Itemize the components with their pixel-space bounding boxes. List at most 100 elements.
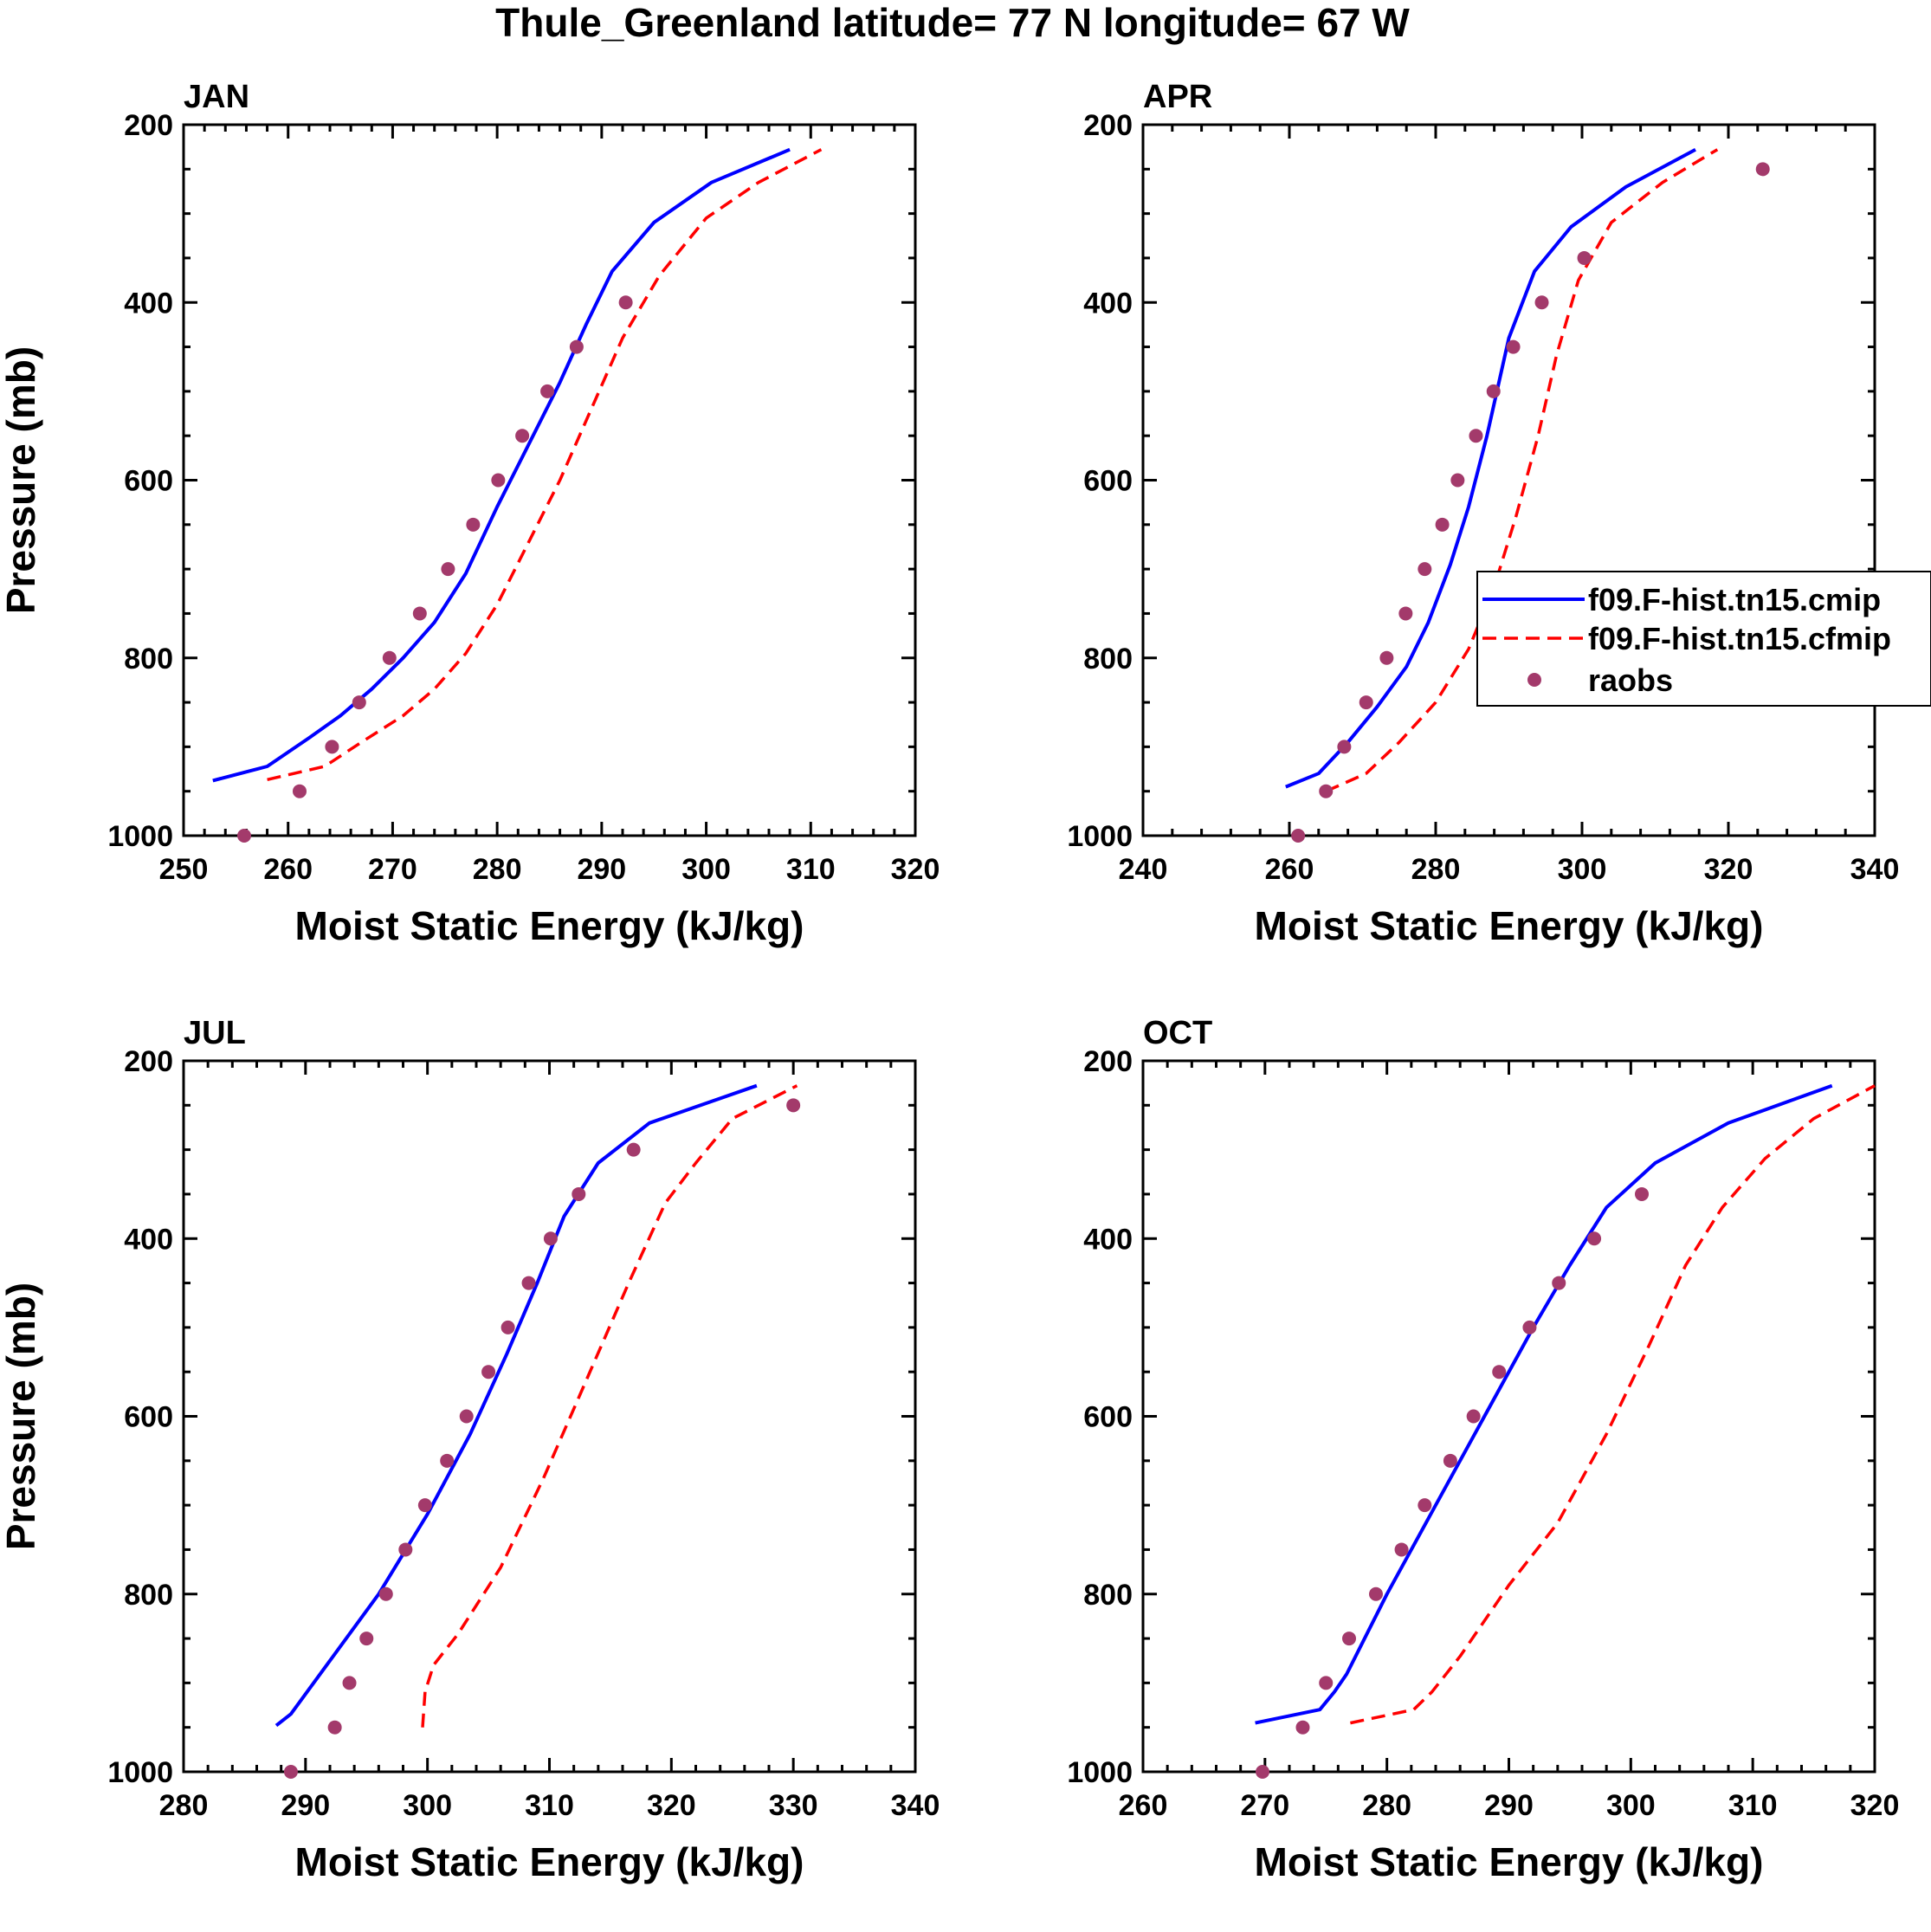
legend-swatch-raobs [1527,673,1541,687]
y-tick-label: 600 [1083,465,1133,498]
x-tick-label: 320 [1850,1789,1900,1822]
y-tick-label: 600 [124,1401,173,1434]
raobs-point [1359,695,1373,710]
x-tick-label: 270 [1240,1789,1289,1822]
legend-label-cfmip: f09.F-hist.tn15.cfmip [1588,621,1891,656]
raobs-point [1534,295,1549,310]
series-line-cfmip [1350,1084,1876,1725]
y-axis-title: Pressure (mb) [0,346,43,614]
x-tick-label: 300 [681,853,731,886]
x-tick-label: 240 [1119,853,1168,886]
x-tick-label: 280 [1362,1789,1411,1822]
x-tick-label: 280 [473,853,522,886]
raobs-point [398,1542,413,1557]
panel-label: APR [1143,79,1212,115]
y-tick-label: 800 [124,1579,173,1612]
x-tick-label: 310 [1728,1789,1778,1822]
raobs-point [378,1586,393,1601]
y-tick-label: 200 [1083,109,1133,142]
raobs-point [325,740,339,754]
x-axis-title: Moist Static Energy (kJ/kg) [295,903,804,948]
raobs-point [515,429,530,443]
raobs-point [572,1186,586,1201]
series-line-cfmip [267,148,823,782]
raobs-point [1492,1365,1507,1380]
y-tick-label: 200 [124,1045,173,1078]
series-line-cfmip [1325,148,1719,793]
x-tick-label: 290 [281,1789,330,1822]
x-tick-label: 340 [891,1789,940,1822]
raobs-point [1469,429,1483,443]
raobs-point [1291,829,1306,843]
raobs-point [501,1320,515,1334]
raobs-point [1368,1586,1383,1601]
raobs-point [327,1720,342,1735]
x-tick-label: 300 [1558,853,1607,886]
panel-apr: APR 240 260 280 300 320 340 200 400 600 800 1000 Moi… [1067,79,1899,948]
x-tick-label: 260 [1119,1789,1168,1822]
figure-title: Thule_Greenland latitude= 77 N longitude… [495,0,1410,45]
raobs-point [352,695,366,710]
raobs-point [618,295,633,310]
raobs-point [1418,562,1432,577]
x-tick-label: 320 [1704,853,1753,886]
plot-frame [182,123,917,837]
raobs-point [1486,384,1501,398]
raobs-point [466,517,481,532]
raobs-point [1587,1231,1602,1246]
panel-label: OCT [1143,1015,1212,1051]
y-tick-label: 400 [1083,287,1133,320]
raobs-point [1337,740,1352,754]
raobs-point [1418,1498,1432,1513]
raobs-point [359,1632,374,1646]
raobs-point [1577,250,1592,265]
y-tick-label: 200 [1083,1045,1133,1078]
series-line-cmip [274,1083,758,1728]
y-tick-label: 1000 [107,1756,173,1789]
raobs-point [540,384,555,398]
raobs-point [1522,1320,1537,1334]
raobs-point [1379,650,1394,665]
series-line-cfmip [421,1084,798,1728]
raobs-point [382,650,397,665]
raobs-point [1435,517,1450,532]
raobs-point [626,1142,641,1157]
raobs-point [1394,1542,1409,1557]
legend: f09.F-hist.tn15.cmip f09.F-hist.tn15.cfm… [1476,571,1931,707]
y-tick-label: 1000 [1067,1756,1133,1789]
x-tick-label: 260 [1265,853,1314,886]
raobs-point [481,1365,496,1380]
raobs-point [237,829,252,843]
y-tick-label: 1000 [1067,820,1133,853]
raobs-point [1466,1409,1481,1424]
raobs-point [459,1409,474,1424]
raobs-point [543,1231,558,1246]
raobs-point [1342,1632,1357,1646]
raobs-point [1398,606,1413,621]
raobs-point [1256,1765,1270,1779]
panel-label: JAN [184,79,249,115]
y-tick-label: 1000 [107,820,173,853]
x-tick-label: 310 [525,1789,574,1822]
raobs-point [1635,1186,1650,1201]
raobs-point [283,1765,298,1779]
x-tick-label: 280 [1411,853,1461,886]
raobs-point [569,339,584,354]
panel-oct: OCT 260 270 280 290 300 310 320 200 400 600 800 1000… [1067,1015,1899,1884]
x-tick-label: 300 [1606,1789,1656,1822]
x-tick-label: 250 [159,853,209,886]
panel-jan: JAN 250 260 270 280 290 300 310 320 200 400 600 800 1… [0,79,940,948]
x-tick-label: 320 [647,1789,696,1822]
legend-label-raobs: raobs [1588,662,1673,698]
y-tick-label: 400 [124,1223,173,1256]
y-axis-title: Pressure (mb) [0,1283,43,1550]
panel-jul: JUL 280 290 300 310 320 330 340 200 400 600 800 1000… [0,1015,940,1884]
raobs-point [1450,473,1465,488]
x-tick-label: 290 [577,853,626,886]
raobs-point [1319,784,1334,798]
x-tick-label: 270 [368,853,417,886]
y-tick-label: 600 [1083,1401,1133,1434]
x-tick-label: 340 [1850,853,1900,886]
series-line-cmip [1285,147,1696,789]
raobs-point [292,784,307,798]
